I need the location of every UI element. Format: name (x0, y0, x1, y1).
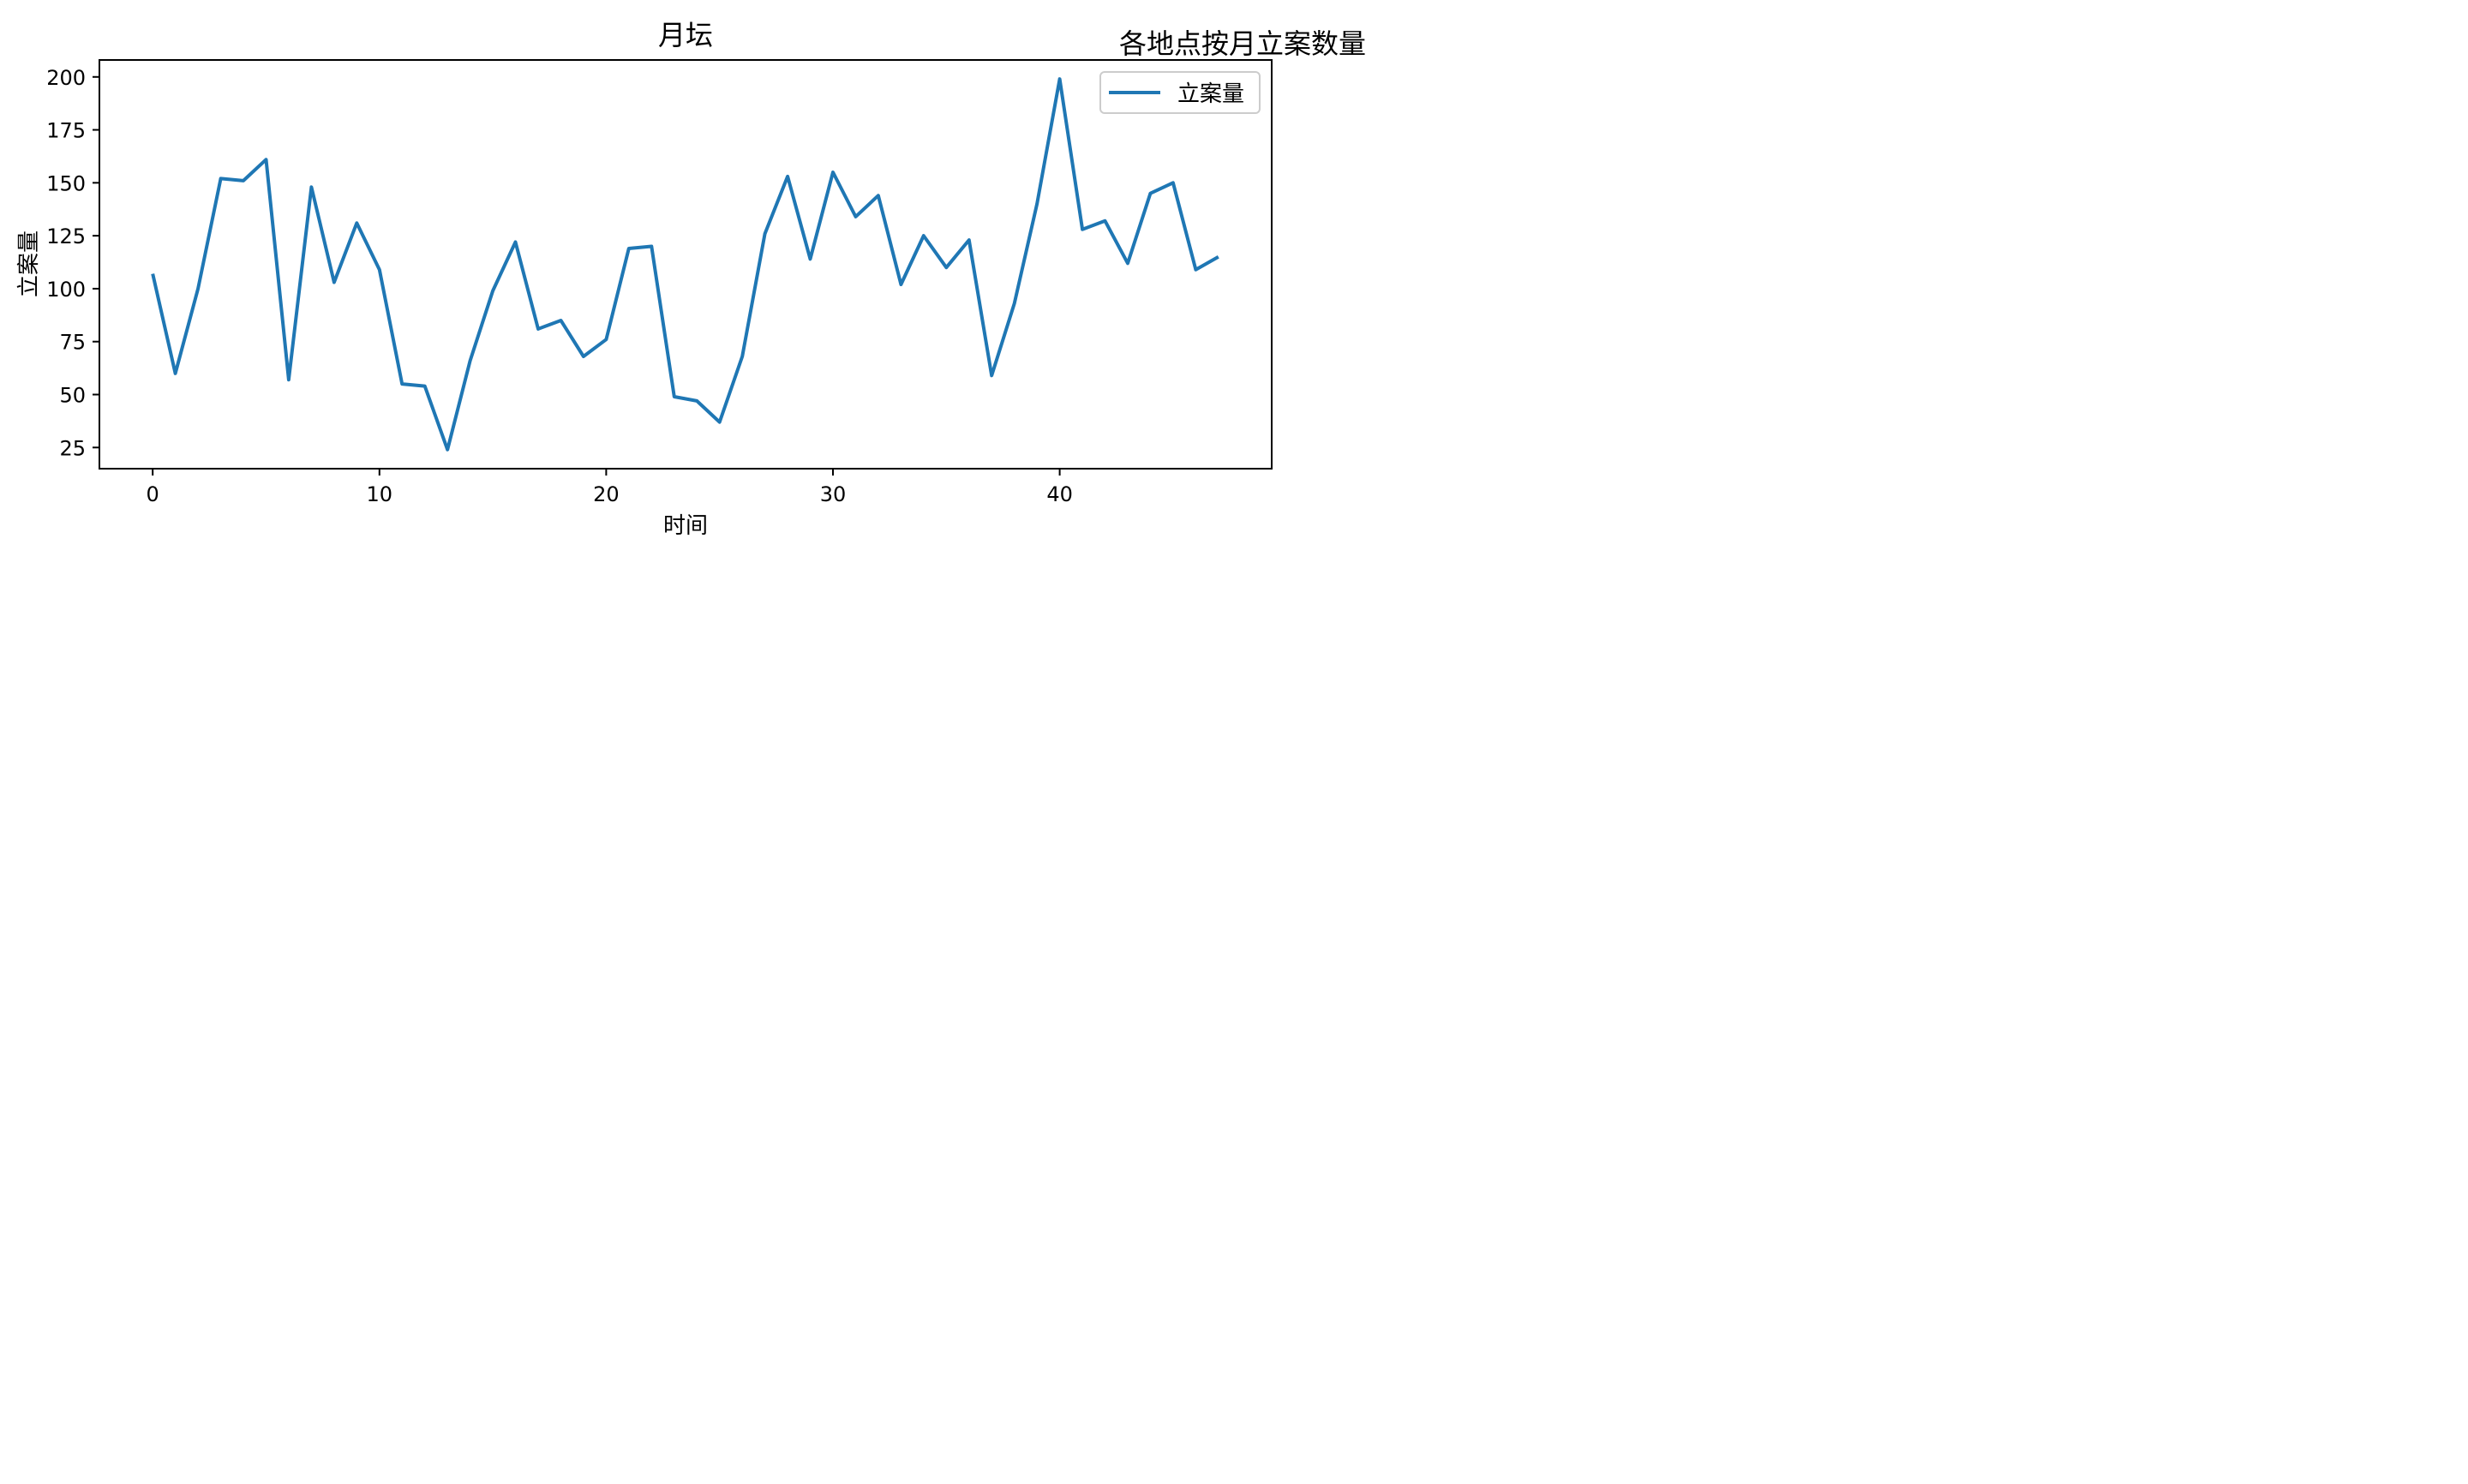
x-axis-label: 时间 (663, 513, 708, 539)
y-axis-ticks: 25 50 75 100 125 150 175 200 (46, 66, 99, 460)
legend-box (1099, 71, 1261, 114)
y-axis-label: 立案量 (16, 230, 42, 297)
series-line-立案量 (151, 77, 1219, 452)
legend: 立案量 (1099, 71, 1261, 114)
y-tick-label: 200 (46, 66, 86, 90)
x-tick-label: 20 (593, 482, 620, 506)
axes-frame (99, 59, 1273, 470)
figure-suptitle: 各地点按月立案数量 (1119, 27, 1366, 60)
x-axis-ticks: 0 10 20 30 40 (147, 469, 1073, 506)
x-tick-label: 0 (147, 482, 159, 506)
y-tick-label: 75 (59, 331, 86, 355)
y-tick-label: 150 (46, 171, 86, 195)
x-tick-label: 30 (820, 482, 847, 506)
chart-title: 月坛 (658, 19, 713, 51)
x-tick-label: 40 (1046, 482, 1073, 506)
legend-label: 立案量 (1177, 81, 1244, 107)
y-tick-label: 100 (46, 278, 86, 302)
x-tick-label: 10 (367, 482, 393, 506)
y-tick-label: 25 (59, 436, 86, 460)
y-tick-label: 50 (59, 383, 86, 407)
y-tick-label: 125 (46, 224, 86, 248)
y-tick-label: 175 (46, 119, 86, 143)
